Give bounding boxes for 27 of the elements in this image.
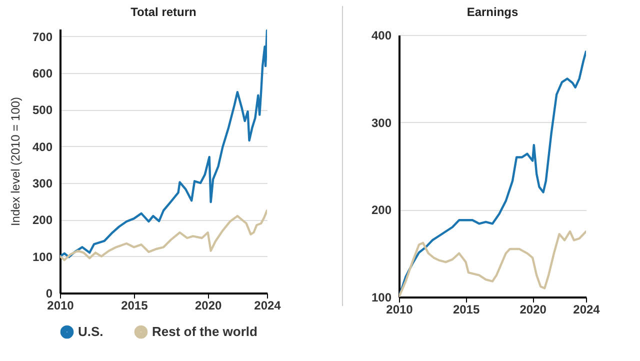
line-series [60,209,267,262]
x-tick-label: 2010 [386,302,414,316]
x-tick-label: 2024 [573,302,600,316]
legend-label: Rest of the world [152,324,258,339]
legend-label: U.S. [78,324,104,339]
chart-title: Total return [130,5,196,19]
y-tick-label: 500 [32,103,53,118]
x-tick-label: 2024 [254,298,282,312]
y-tick-label: 600 [32,66,53,80]
x-tick-label: 2015 [452,302,480,316]
x-tick-label: 2020 [195,298,222,312]
x-tick-label: 2020 [520,302,547,316]
y-tick-label: 100 [371,290,392,304]
y-tick-label: 300 [32,176,53,190]
y-tick-label: 300 [371,116,392,130]
y-tick-label: 200 [32,213,53,228]
y-tick-label: 200 [371,203,392,218]
y-tick-label: 400 [32,140,53,154]
y-tick-label: 100 [32,250,53,264]
y-axis-title: Index level (2010 = 100) [8,96,22,226]
x-tick-label: 2010 [47,298,74,312]
chart-title: Earnings [466,5,518,19]
y-tick-label: 700 [32,30,53,44]
y-tick-label: 400 [371,28,392,42]
line-series [60,29,267,258]
x-tick-label: 2015 [121,298,148,312]
y-tick-label: 0 [46,286,53,300]
